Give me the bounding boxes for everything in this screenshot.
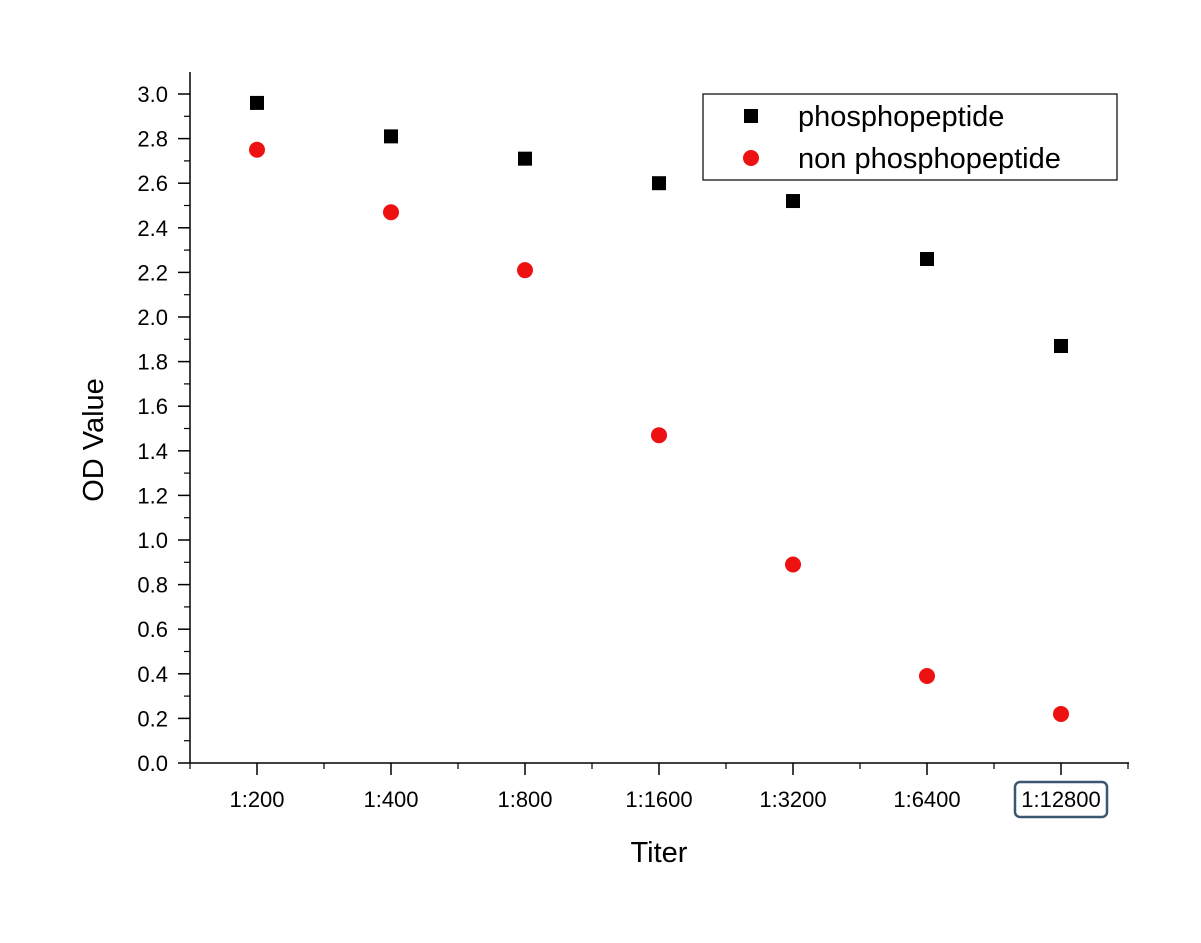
point-phosphopeptide bbox=[786, 194, 800, 209]
point-phosphopeptide bbox=[920, 252, 934, 267]
point-phosphopeptide bbox=[518, 151, 532, 166]
y-tick-label: 2.0 bbox=[137, 305, 168, 330]
x-tick-label: 1:1600 bbox=[625, 787, 692, 812]
x-axis-title: Titer bbox=[631, 837, 688, 869]
point-non-phosphopeptide bbox=[383, 204, 399, 221]
point-non-phosphopeptide bbox=[517, 262, 533, 279]
legend-frame bbox=[702, 93, 1118, 181]
y-axis-ticks: 0.0 0.2 0.4 0.6 0.8 1.0 1.2 1.4 1.6 1.8 2.0 2.2 2.4 2… bbox=[137, 82, 190, 776]
y-tick-label: 0.6 bbox=[137, 617, 168, 642]
point-phosphopeptide bbox=[384, 129, 398, 144]
y-tick-label: 0.2 bbox=[137, 706, 168, 731]
point-non-phosphopeptide bbox=[249, 141, 265, 158]
legend-marker-phosphopeptide bbox=[744, 109, 758, 123]
legend-marker-non-phosphopeptide bbox=[743, 150, 759, 166]
x-tick-label: 1:800 bbox=[497, 787, 552, 812]
y-tick-label: 1.2 bbox=[137, 483, 168, 508]
point-non-phosphopeptide bbox=[785, 556, 801, 573]
x-tick-label: 1:12800 bbox=[1021, 787, 1101, 812]
x-tick-label-highlight bbox=[1013, 780, 1109, 819]
y-tick-label: 0.8 bbox=[137, 573, 168, 598]
point-non-phosphopeptide bbox=[651, 427, 667, 444]
point-phosphopeptide bbox=[1054, 338, 1068, 353]
point-non-phosphopeptide bbox=[1053, 705, 1069, 722]
x-tick-label: 1:200 bbox=[229, 787, 284, 812]
y-tick-label: 2.6 bbox=[137, 171, 168, 196]
x-tick-label: 1:6400 bbox=[893, 787, 960, 812]
y-tick-label: 2.4 bbox=[137, 216, 168, 241]
y-tick-label: 0.0 bbox=[137, 751, 168, 776]
point-phosphopeptide bbox=[652, 176, 666, 191]
legend-label-phosphopeptide: phosphopeptide bbox=[798, 101, 1004, 133]
y-tick-label: 2.8 bbox=[137, 127, 168, 152]
y-tick-label: 1.4 bbox=[137, 439, 168, 464]
y-axis-title: OD Value bbox=[78, 378, 110, 502]
x-axis-ticks: 1:200 1:400 1:800 1:1600 1:3200 1:6400 1:12800 bbox=[189, 763, 1129, 819]
data-points bbox=[249, 95, 1069, 722]
point-phosphopeptide bbox=[250, 95, 264, 110]
y-tick-label: 1.6 bbox=[137, 394, 168, 419]
y-tick-label: 0.4 bbox=[137, 662, 168, 687]
y-tick-label: 1.0 bbox=[137, 528, 168, 553]
y-tick-label: 3.0 bbox=[137, 82, 168, 107]
y-tick-label: 1.8 bbox=[137, 350, 168, 375]
x-tick-label: 1:400 bbox=[363, 787, 418, 812]
legend-label-non-phosphopeptide: non phosphopeptide bbox=[798, 143, 1061, 175]
y-tick-label: 2.2 bbox=[137, 260, 168, 285]
legend: phosphopeptide non phosphopeptide bbox=[702, 93, 1118, 181]
point-non-phosphopeptide bbox=[919, 668, 935, 685]
x-tick-label: 1:3200 bbox=[759, 787, 826, 812]
